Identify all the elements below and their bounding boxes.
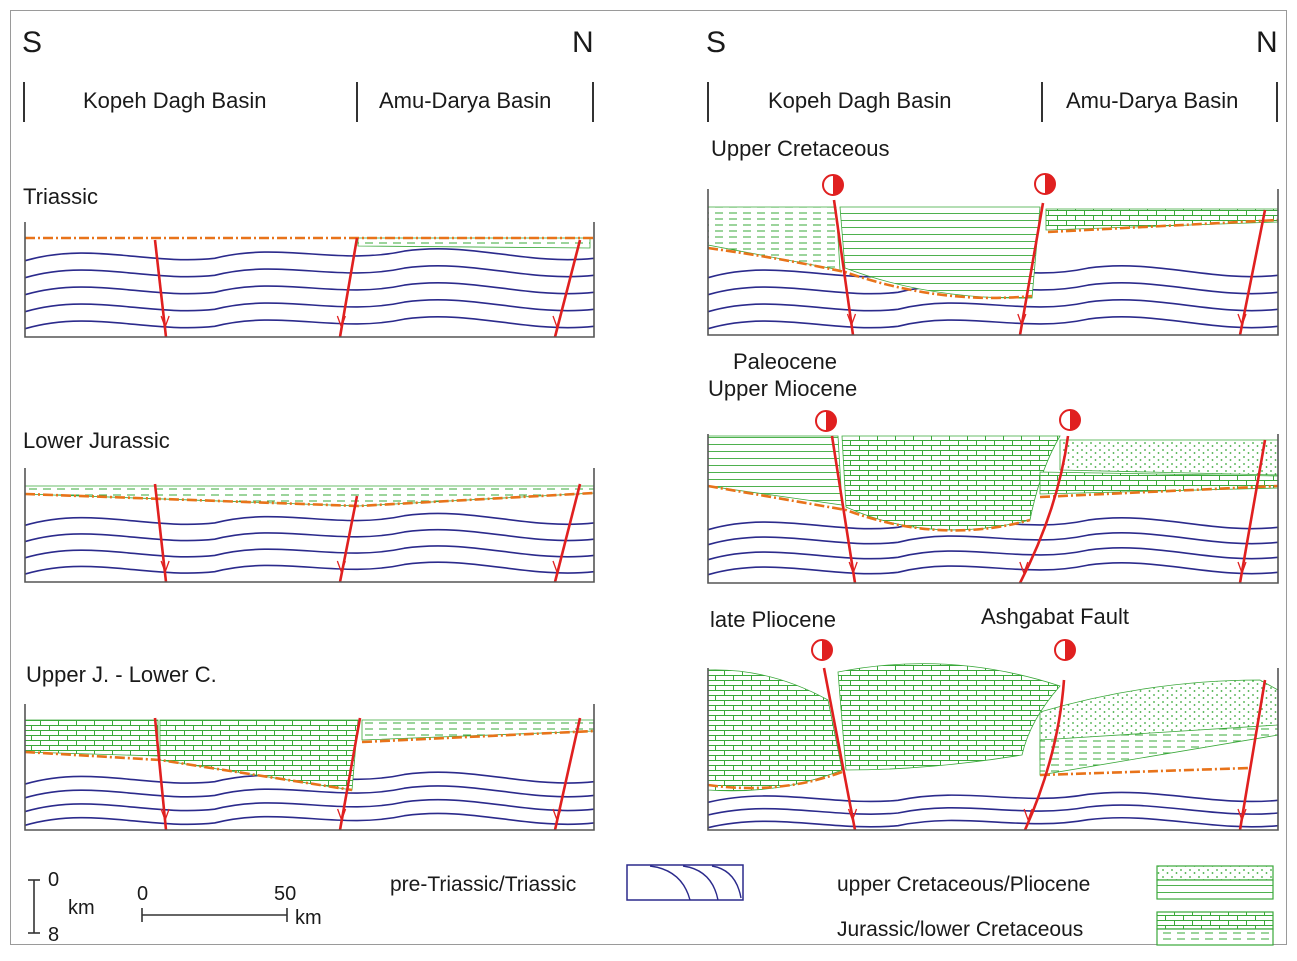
section-late-pliocene — [707, 639, 1279, 831]
stage-title-upper-miocene: Upper Miocene — [708, 376, 858, 401]
stage-title-late-pliocene: late Pliocene — [710, 607, 836, 632]
fault-label-ashgabat: Ashgabat Fault — [981, 604, 1129, 629]
basin-label-amu-left: Amu-Darya Basin — [379, 88, 552, 113]
distance-scale-unit: km — [295, 907, 322, 929]
distance-scale-start: 0 — [137, 883, 149, 905]
depth-scale-top: 0 — [48, 869, 60, 891]
section-triassic — [24, 222, 595, 338]
section-paleocene-upper-miocene — [707, 409, 1279, 584]
legend-label-jurassic-lower-cretaceous: Jurassic/lower Cretaceous — [837, 918, 1084, 941]
legend-swatch-pre-triassic — [626, 864, 744, 901]
stage-title-lower-jurassic: Lower Jurassic — [23, 428, 170, 453]
stage-title-upper-cretaceous: Upper Cretaceous — [711, 136, 890, 161]
direction-north-right: N — [1256, 26, 1278, 59]
stage-title-paleocene: Paleocene — [733, 349, 837, 374]
direction-north-left: N — [572, 26, 594, 59]
depth-scale-bottom: 8 — [48, 924, 60, 946]
stage-title-triassic: Triassic — [23, 184, 98, 209]
legend-label-pre-triassic: pre-Triassic/Triassic — [390, 873, 577, 896]
direction-south-left: S — [22, 26, 43, 59]
basin-label-kopeh-right: Kopeh Dagh Basin — [768, 88, 952, 113]
basin-label-kopeh-left: Kopeh Dagh Basin — [83, 88, 267, 113]
section-lower-jurassic — [24, 468, 595, 583]
depth-scale-unit: km — [68, 897, 95, 919]
distance-scale-end: 50 — [274, 883, 297, 905]
basin-label-amu-right: Amu-Darya Basin — [1066, 88, 1239, 113]
section-upper-cretaceous — [707, 173, 1279, 336]
section-upper-j-lower-c — [24, 704, 595, 831]
legend-swatch-upper-cretaceous-pliocene — [1156, 865, 1274, 900]
legend-label-upper-cretaceous-pliocene: upper Cretaceous/Pliocene — [837, 873, 1091, 896]
legend-swatch-jurassic-lower-cretaceous — [1156, 911, 1274, 946]
scale-bars — [28, 879, 288, 934]
legend-swatches — [626, 864, 1274, 946]
basin-header-dividers — [23, 82, 1278, 122]
outer-frame — [10, 10, 1287, 945]
stage-title-upper-j-lower-c: Upper J. - Lower C. — [26, 662, 217, 687]
direction-south-right: S — [706, 26, 727, 59]
